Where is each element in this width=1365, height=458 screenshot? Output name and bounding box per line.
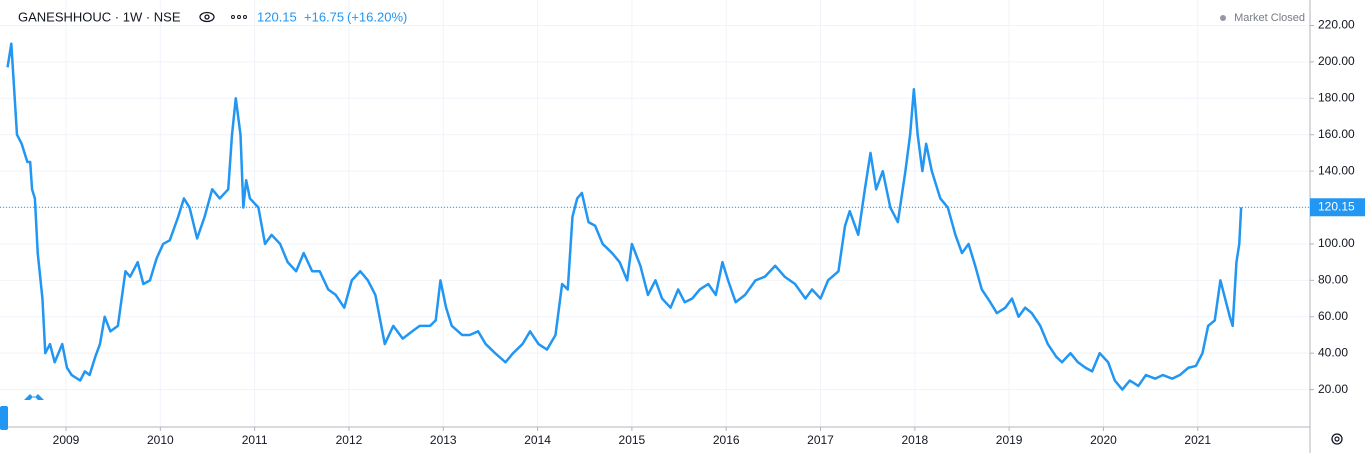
y-tick-label: 200.00 bbox=[1318, 54, 1355, 68]
plot bbox=[0, 42, 1310, 391]
x-tick-label: 2014 bbox=[524, 433, 551, 447]
y-tick-label: 140.00 bbox=[1318, 163, 1355, 177]
more-icon[interactable] bbox=[231, 15, 247, 19]
x-tick-label: 2020 bbox=[1090, 433, 1117, 447]
y-tick-label: 40.00 bbox=[1318, 345, 1348, 359]
x-tick-label: 2012 bbox=[336, 433, 363, 447]
market-status: Market Closed bbox=[1234, 12, 1305, 24]
header-change: +16.75 bbox=[304, 9, 344, 24]
x-tick-label: 2019 bbox=[996, 433, 1023, 447]
x-tick-label: 2021 bbox=[1184, 433, 1211, 447]
x-tick-label: 2015 bbox=[619, 433, 646, 447]
last-price-label: 120.15 bbox=[1318, 199, 1355, 213]
y-tick-label: 20.00 bbox=[1318, 382, 1348, 396]
x-tick-label: 2010 bbox=[147, 433, 174, 447]
header-price: 120.15 bbox=[257, 9, 297, 24]
symbol[interactable]: GANESHHOUC · 1W · NSE bbox=[18, 9, 181, 24]
x-tick-label: 2016 bbox=[713, 433, 740, 447]
x-tick-label: 2013 bbox=[430, 433, 457, 447]
eye-icon[interactable] bbox=[199, 11, 215, 23]
settings-icon[interactable] bbox=[1331, 433, 1343, 445]
x-tick-label: 2011 bbox=[242, 433, 268, 447]
y-tick-label: 220.00 bbox=[1318, 18, 1355, 32]
x-tick-label: 2018 bbox=[901, 433, 928, 447]
x-tick-label: 2009 bbox=[53, 433, 80, 447]
price-line bbox=[6, 42, 1243, 391]
y-tick-label: 100.00 bbox=[1318, 236, 1355, 250]
last-price-tag bbox=[1310, 198, 1365, 217]
y-tick-label: 60.00 bbox=[1318, 309, 1348, 323]
header-change-percent: (+16.20%) bbox=[347, 9, 407, 24]
side-toggle[interactable] bbox=[0, 406, 8, 430]
y-tick-label: 180.00 bbox=[1318, 90, 1355, 104]
y-tick-label: 80.00 bbox=[1318, 273, 1348, 287]
logo bbox=[24, 394, 44, 400]
y-tick-label: 160.00 bbox=[1318, 127, 1355, 141]
status-dot bbox=[1220, 15, 1226, 21]
x-tick-label: 2017 bbox=[807, 433, 834, 447]
